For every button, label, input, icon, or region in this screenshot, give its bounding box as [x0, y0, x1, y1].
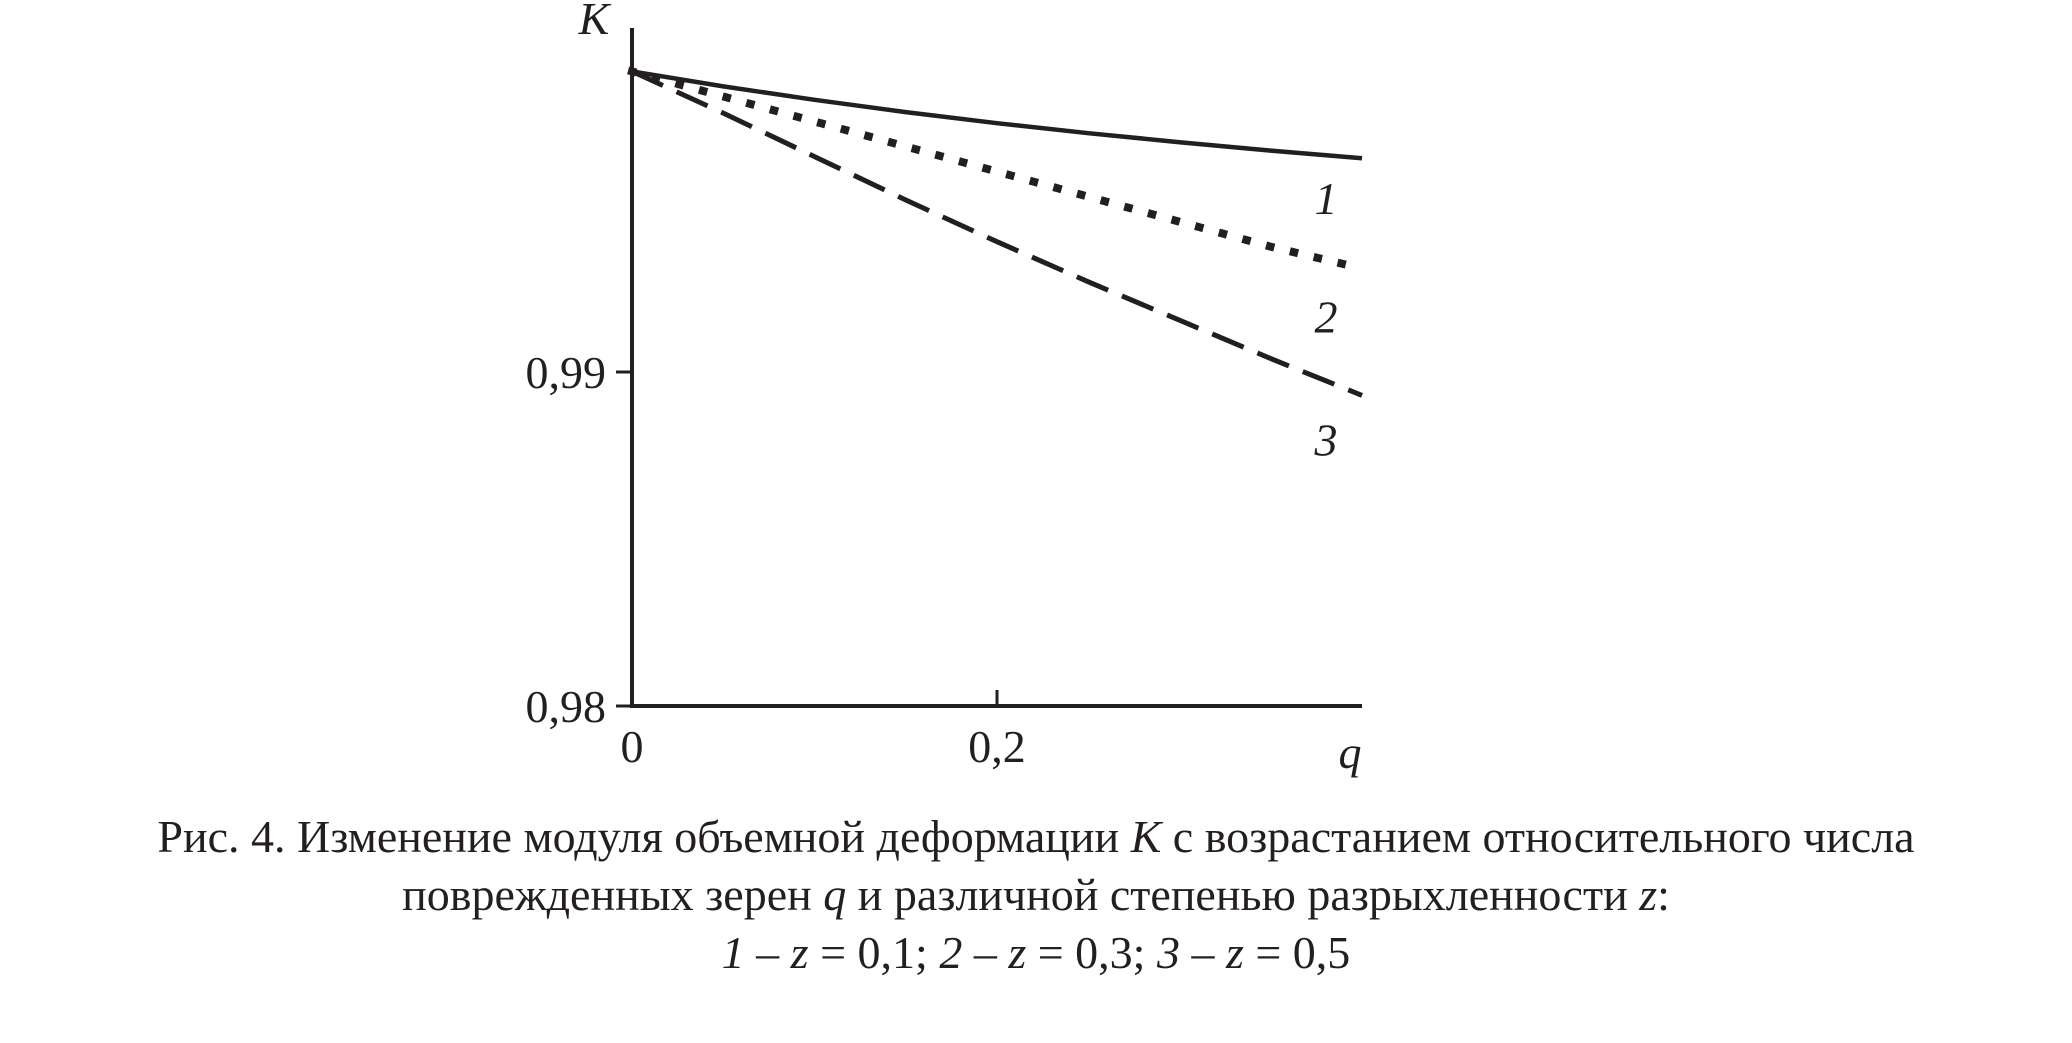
caption-variable-z: z: [1225, 927, 1244, 978]
caption-text: :: [1657, 869, 1670, 920]
caption-text: –: [1179, 927, 1226, 978]
caption-value: = 0,3;: [1026, 927, 1157, 978]
caption-text: –: [744, 927, 791, 978]
caption-line-3: 1 – z = 0,1; 2 – z = 0,3; 3 – z = 0,5: [0, 924, 2072, 982]
axes: [616, 28, 1362, 708]
series-label-1: 1: [1315, 173, 1338, 224]
series-labels: 1 2 3: [1314, 173, 1338, 465]
caption-variable-z: z: [1639, 869, 1658, 920]
x-tick-label: 0,2: [968, 721, 1026, 772]
y-axis-label: K: [578, 0, 612, 44]
caption-text: с возрастанием относительного числа: [1161, 811, 1915, 862]
series-line-2: [627, 66, 1367, 274]
caption-value: = 0,5: [1243, 927, 1351, 978]
caption-line-2: поврежденных зерен q и различной степень…: [0, 866, 2072, 924]
y-tick-label: 0,99: [526, 347, 607, 398]
caption-curve-number: 1: [721, 927, 745, 978]
plot-area: [627, 66, 1367, 398]
caption-line-1: Рис. 4. Изменение модуля объемной деформ…: [0, 808, 2072, 866]
caption-text: –: [962, 927, 1009, 978]
caption-value: = 0,1;: [808, 927, 940, 978]
chart: 0,99 0,98 0 0,2 Kq 1 2 3: [526, 0, 1367, 778]
figure-caption: Рис. 4. Изменение модуля объемной деформ…: [0, 808, 2072, 982]
x-tick-label: 0: [621, 721, 644, 772]
x-axis-label: q: [1339, 727, 1362, 778]
y-tick-label: 0,98: [526, 681, 607, 732]
tick-labels: 0,99 0,98 0 0,2 Kq: [526, 0, 1362, 778]
caption-text: и различной степенью разрыхленности: [846, 869, 1640, 920]
caption-curve-number: 3: [1156, 927, 1180, 978]
caption-variable-k: K: [1130, 811, 1162, 862]
caption-variable-q: q: [823, 869, 847, 920]
caption-variable-z: z: [790, 927, 809, 978]
series-label-3: 3: [1314, 414, 1338, 465]
series-line-1: [631, 69, 1363, 161]
caption-variable-z: z: [1008, 927, 1027, 978]
caption-text: поврежденных зерен: [402, 869, 824, 920]
caption-text: Рис. 4. Изменение модуля объемной деформ…: [157, 811, 1131, 862]
series-line-3: [630, 69, 1363, 398]
caption-curve-number: 2: [939, 927, 963, 978]
series-label-2: 2: [1315, 291, 1338, 342]
